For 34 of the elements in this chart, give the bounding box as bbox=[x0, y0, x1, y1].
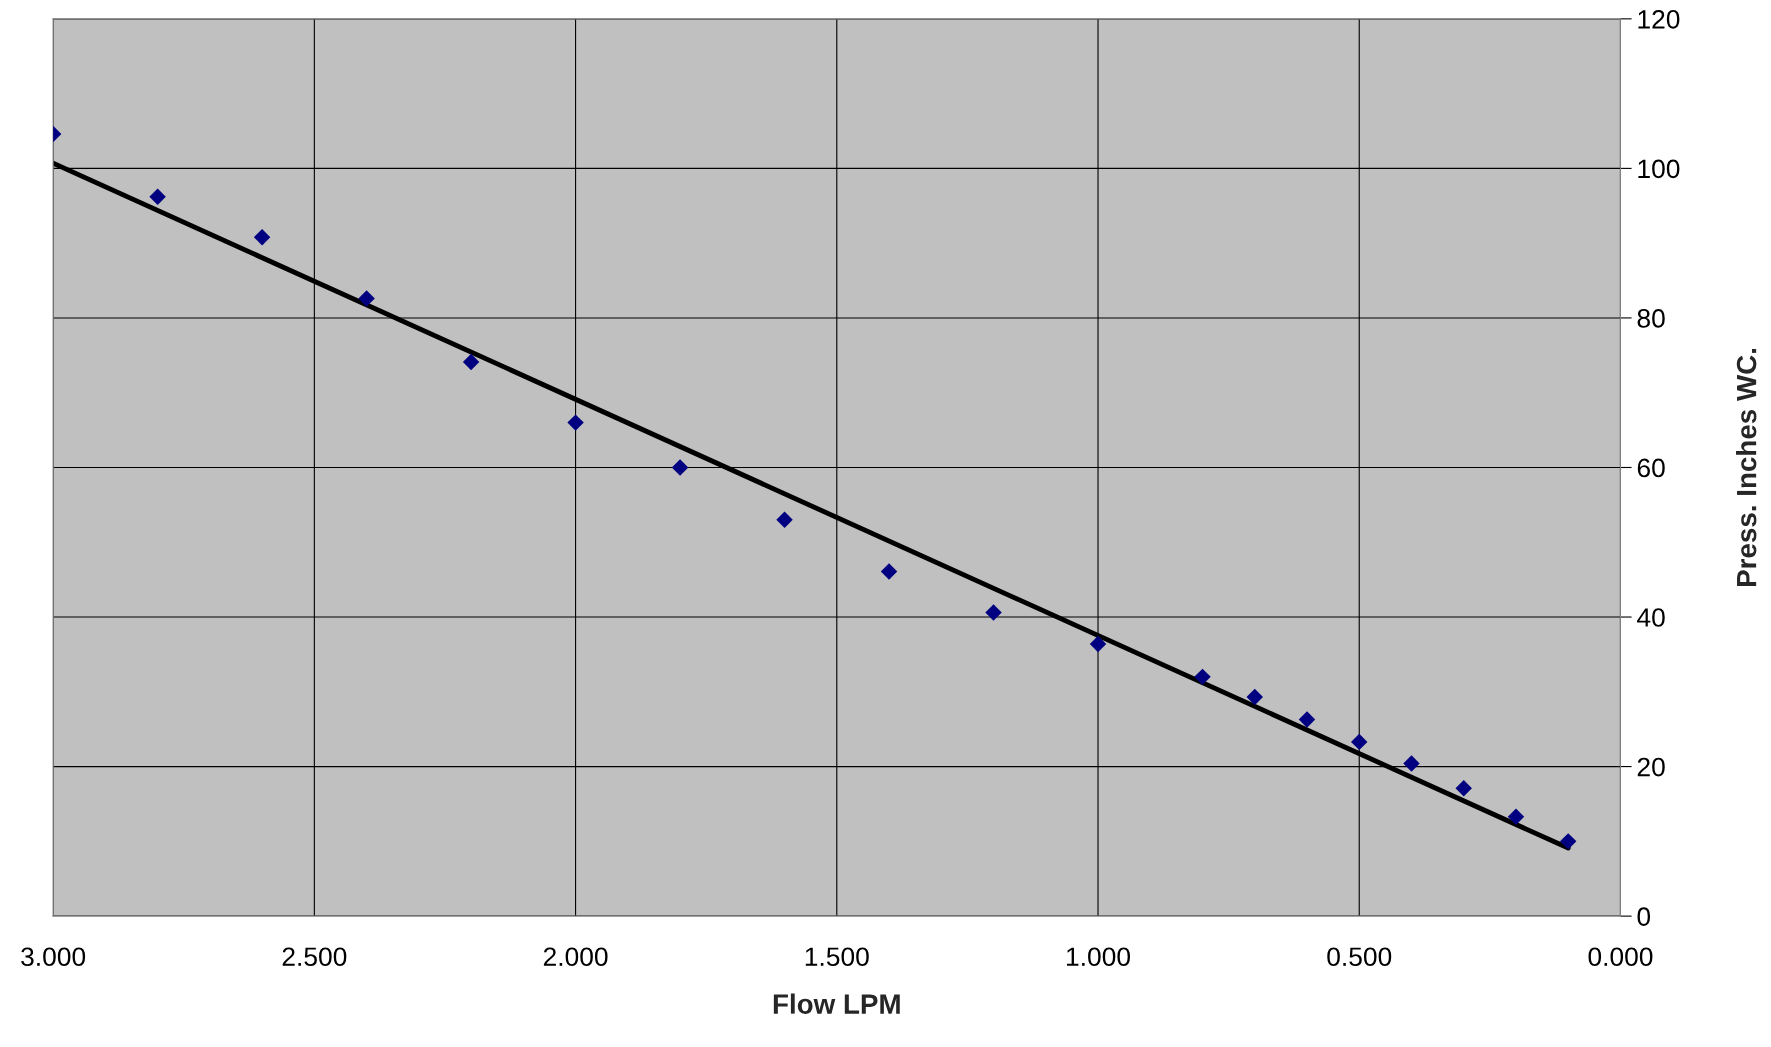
x-axis-title: Flow LPM bbox=[773, 993, 900, 1014]
point bbox=[1403, 755, 1420, 772]
point bbox=[1455, 780, 1472, 797]
y-tick-label: 40 bbox=[1637, 608, 1665, 627]
point bbox=[462, 353, 480, 371]
y-tick-label: 120 bbox=[1638, 9, 1680, 29]
x-tick-label: 2.000 bbox=[543, 947, 608, 967]
x-tick-label: 1.000 bbox=[1067, 947, 1131, 967]
point bbox=[567, 414, 584, 431]
point bbox=[358, 290, 375, 307]
x-tick-label: 2.500 bbox=[282, 947, 347, 967]
x-tick-label: 3.000 bbox=[21, 947, 86, 967]
y-tick-label: 100 bbox=[1638, 159, 1680, 179]
point bbox=[880, 563, 898, 580]
y-tick-label: 60 bbox=[1637, 458, 1665, 478]
point bbox=[1194, 668, 1211, 686]
point bbox=[1298, 711, 1316, 728]
y-tick-label: 80 bbox=[1637, 309, 1665, 328]
x-tick-label: 0.000 bbox=[1588, 947, 1653, 967]
y-axis-title: Press. Inches WC. bbox=[1736, 348, 1757, 587]
point bbox=[985, 604, 1002, 621]
y-tick-label: 0 bbox=[1637, 907, 1651, 926]
x-tick-label: 1.500 bbox=[805, 947, 869, 967]
y-tick-label: 20 bbox=[1637, 757, 1665, 777]
point bbox=[1560, 833, 1577, 850]
point bbox=[1089, 635, 1107, 653]
point bbox=[1507, 808, 1525, 825]
point bbox=[1246, 688, 1263, 706]
point bbox=[149, 188, 166, 206]
point bbox=[253, 228, 271, 246]
x-tick-label: 0.500 bbox=[1327, 947, 1392, 967]
point bbox=[1351, 733, 1368, 751]
point bbox=[671, 459, 689, 476]
point bbox=[776, 511, 793, 529]
